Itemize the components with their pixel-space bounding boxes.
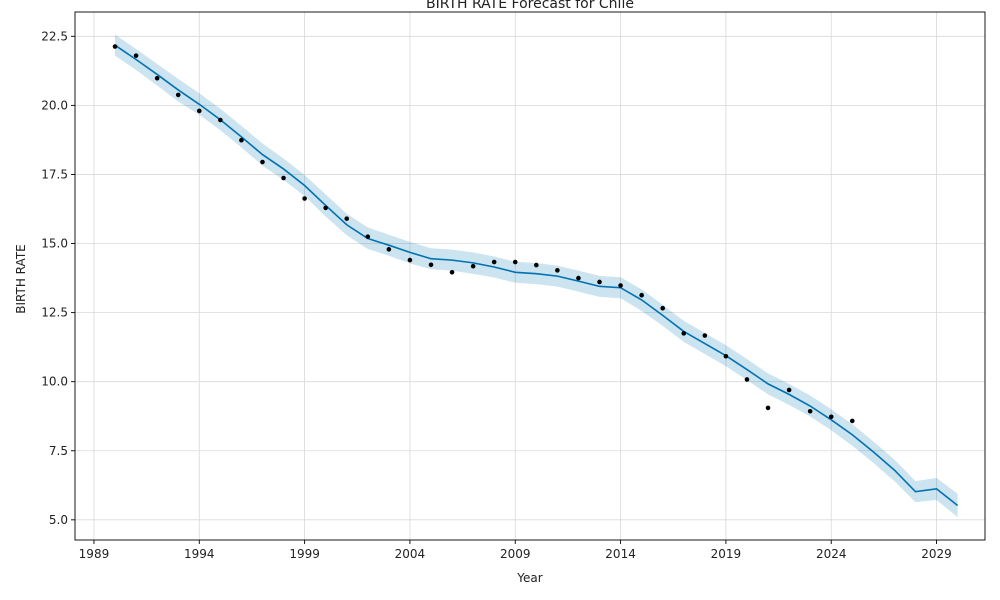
- observed-point: [302, 196, 307, 201]
- observed-point: [786, 387, 792, 393]
- observed-point: [765, 405, 771, 411]
- observed-point: [218, 117, 223, 123]
- observed-point: [807, 408, 813, 414]
- observed-point: [323, 205, 328, 211]
- observed-point: [618, 283, 623, 288]
- observed-point: [386, 247, 392, 252]
- chart-title: BIRTH RATE Forecast for Chile: [426, 0, 634, 12]
- uncertainty-band-layer: [115, 34, 958, 518]
- observed-point: [597, 279, 602, 285]
- observed-point: [365, 234, 371, 239]
- axes-layer: 1989 1994 1999 2004 2009 2014 2019 2024 2029 5.0 7…: [41, 11, 986, 561]
- observed-point: [260, 159, 265, 165]
- observed-point: [744, 377, 750, 382]
- x-tick-label: 2024: [816, 547, 847, 561]
- observed-point: [196, 108, 202, 114]
- y-tick-label: 17.5: [41, 167, 68, 181]
- observed-point: [449, 269, 455, 275]
- observed-point: [660, 305, 666, 311]
- y-tick-label: 5.0: [49, 513, 68, 527]
- forecast-uncertainty-band: [115, 34, 958, 518]
- observed-point: [512, 259, 518, 265]
- x-tick-label: 2009: [500, 547, 531, 561]
- observed-points-layer: [112, 44, 855, 424]
- observed-point: [428, 262, 434, 268]
- observed-point: [681, 331, 687, 336]
- observed-point: [639, 292, 644, 298]
- x-tick-label: 2004: [395, 547, 426, 561]
- observed-point: [470, 263, 476, 269]
- observed-point: [112, 44, 118, 49]
- y-tick-label: 20.0: [41, 98, 68, 112]
- observed-point: [702, 333, 708, 338]
- grid-layer: [75, 12, 985, 540]
- forecast-line: [114, 44, 959, 507]
- y-axis-label: BIRTH RATE: [14, 244, 28, 313]
- y-tick-label: 12.5: [41, 306, 68, 320]
- y-tick-label: 22.5: [41, 29, 68, 43]
- observed-point: [344, 216, 350, 221]
- plot-frame: [74, 11, 986, 541]
- x-tick-label: 2014: [605, 547, 636, 561]
- observed-point: [576, 275, 581, 281]
- y-tick-label: 10.0: [41, 375, 68, 389]
- observed-point: [491, 259, 497, 265]
- observed-point: [281, 175, 286, 181]
- forecast-line-layer: [114, 44, 959, 507]
- y-tick-label: 15.0: [41, 237, 68, 251]
- observed-point: [828, 414, 834, 420]
- y-tick-label: 7.5: [49, 444, 68, 458]
- x-tick-label: 1989: [79, 547, 110, 561]
- observed-point: [239, 137, 244, 143]
- observed-point: [723, 353, 729, 359]
- x-tick-label: 2019: [711, 547, 742, 561]
- observed-point: [407, 257, 413, 263]
- observed-point: [175, 92, 181, 98]
- x-axis-label: Year: [516, 571, 542, 585]
- x-tick-label: 1994: [184, 547, 215, 561]
- observed-point: [555, 268, 560, 273]
- observed-point: [133, 53, 139, 58]
- x-tick-label: 2029: [921, 547, 952, 561]
- x-tick-label: 1999: [289, 547, 320, 561]
- observed-point: [534, 262, 539, 268]
- observed-point: [154, 76, 160, 81]
- observed-point: [849, 418, 855, 424]
